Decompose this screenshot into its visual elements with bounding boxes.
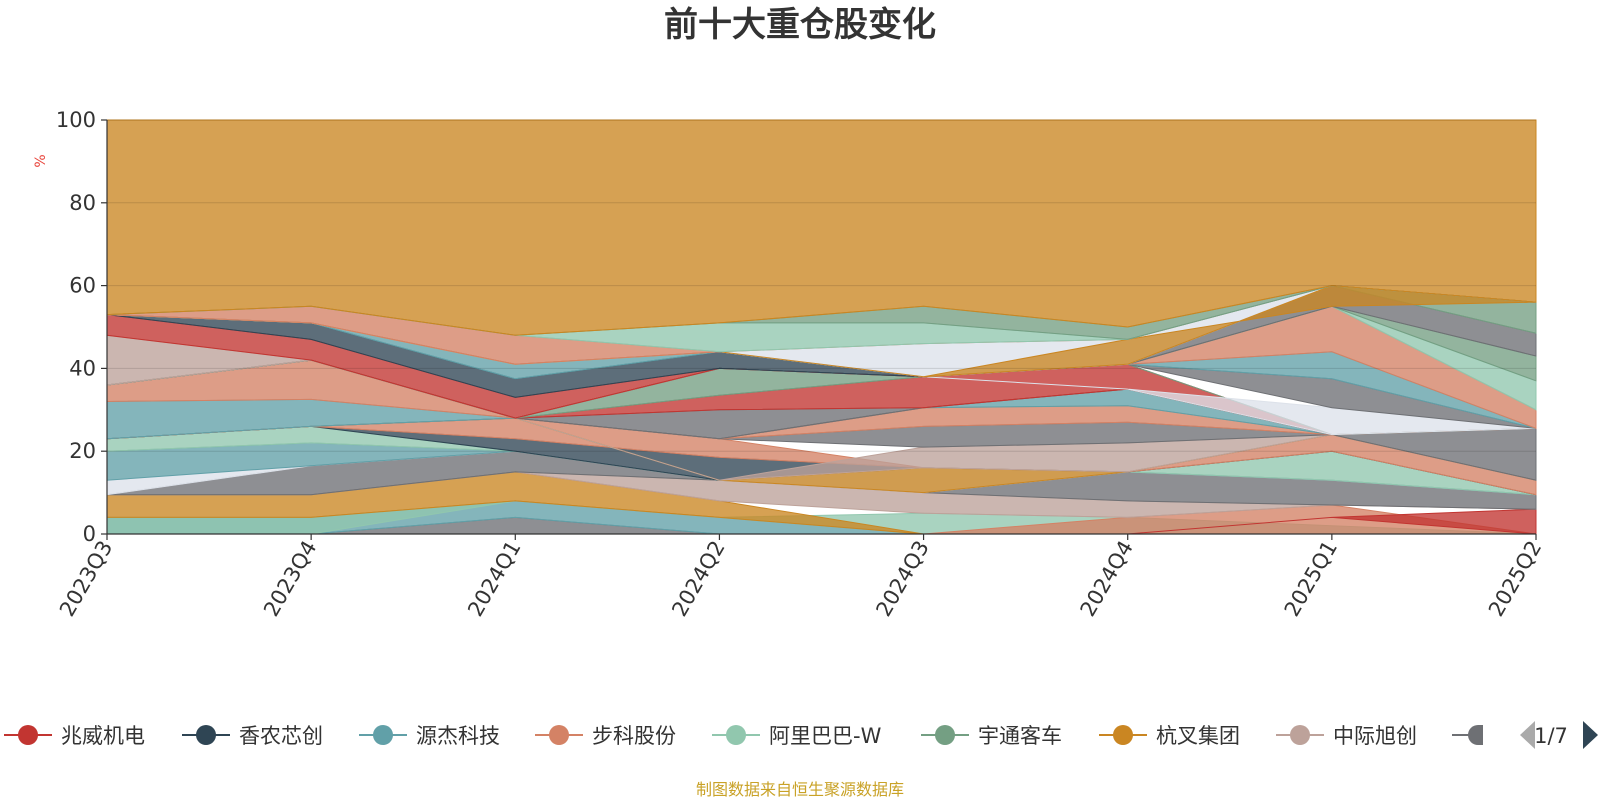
y-tick-label: 80 (69, 191, 96, 215)
legend-marker (935, 725, 955, 745)
legend-item[interactable]: 杭叉集团 (1099, 724, 1240, 748)
legend-item[interactable]: 中际旭创 (1276, 724, 1417, 748)
legend-item[interactable]: 宇通客车 (921, 724, 1062, 748)
legend-label: 杭叉集团 (1156, 724, 1240, 748)
x-tick-label: 2024Q2 (667, 537, 729, 621)
legend-marker (373, 725, 393, 745)
legend-label: 宇通客车 (978, 724, 1062, 748)
x-tick-label: 2024Q1 (463, 537, 525, 621)
y-tick-label: 0 (83, 522, 96, 546)
legend-marker (18, 725, 38, 745)
legend-label: 源杰科技 (416, 724, 500, 748)
legend-prev-icon[interactable] (1520, 721, 1535, 749)
legend-marker (196, 725, 216, 745)
legend-label: 兆威机电 (61, 724, 145, 748)
y-tick-label: 20 (69, 439, 96, 463)
legend-item-partial[interactable] (1452, 725, 1483, 745)
data-source-note: 制图数据来自恒生聚源数据库 (696, 780, 904, 799)
x-tick-label: 2024Q3 (871, 537, 933, 621)
legend-marker (1290, 725, 1310, 745)
chart-title: 前十大重仓股变化 (664, 5, 936, 45)
y-tick-label: 40 (69, 356, 96, 380)
legend-marker (1468, 725, 1483, 745)
y-tick-label: 100 (56, 108, 96, 132)
area-bands (106, 119, 1537, 535)
area-band (106, 119, 1537, 336)
legend-label: 香农芯创 (239, 724, 323, 748)
legend-label: 中际旭创 (1333, 724, 1417, 748)
legend-marker (549, 725, 569, 745)
legend-item[interactable]: 源杰科技 (359, 724, 500, 748)
legend-page-indicator: 1/7 (1534, 724, 1568, 748)
x-tick-label: 2023Q3 (55, 537, 117, 621)
legend-item[interactable]: 阿里巴巴-W (712, 724, 882, 748)
x-tick-label: 2025Q2 (1484, 537, 1546, 621)
x-tick-label: 2025Q1 (1280, 537, 1342, 621)
legend-item[interactable]: 步科股份 (535, 724, 676, 748)
legend-marker (726, 725, 746, 745)
x-tick-label: 2023Q4 (259, 537, 321, 621)
y-axis-unit: % (33, 154, 49, 167)
legend-label: 步科股份 (592, 724, 676, 748)
y-tick-label: 60 (69, 274, 96, 298)
legend[interactable]: 兆威机电 香农芯创 源杰科技 步科股份 阿里巴巴-W 宇通客车 杭叉集团 中际旭创 1/7 (4, 721, 1598, 749)
legend-item[interactable]: 香农芯创 (182, 724, 323, 748)
legend-marker (1113, 725, 1133, 745)
legend-item[interactable]: 兆威机电 (4, 724, 145, 748)
legend-label: 阿里巴巴-W (769, 724, 882, 748)
x-tick-label: 2024Q4 (1076, 537, 1138, 621)
legend-next-icon[interactable] (1583, 721, 1598, 749)
